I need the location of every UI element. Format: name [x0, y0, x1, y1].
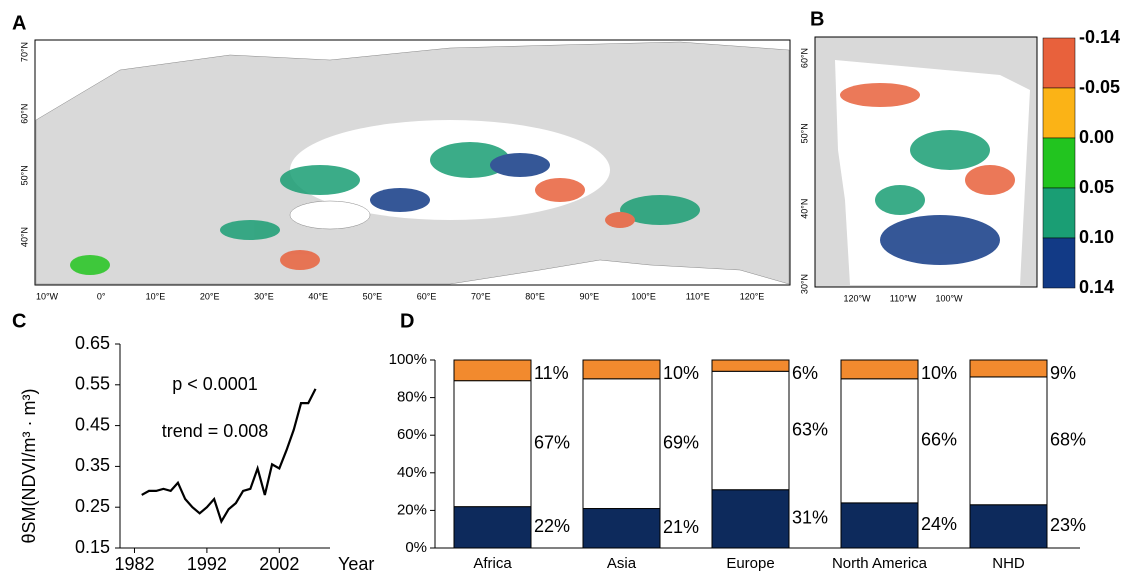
- lon-label: 30°E: [254, 291, 274, 301]
- colorbar-swatch: [1043, 238, 1075, 288]
- lat-label: 50°N: [799, 123, 809, 143]
- figure: A 10°W 0° 10°E 20°E 30°E 40°E 50°E 60°E 70°E 80°E 9…: [0, 0, 1131, 579]
- y-tick-label: 60%: [397, 426, 427, 443]
- bar-segment: [970, 377, 1047, 505]
- colorbar-label: 0.00: [1079, 127, 1114, 147]
- bar-segment: [454, 360, 531, 381]
- bar-segment: [712, 490, 789, 548]
- x-tick-label: Europe: [726, 555, 774, 572]
- x-tick-label: Asia: [607, 555, 637, 572]
- lon-label: 80°E: [525, 291, 545, 301]
- y-tick-label: 0.35: [75, 455, 110, 475]
- bar-segment: [454, 381, 531, 507]
- bar-segment: [970, 505, 1047, 548]
- annotation: p < 0.0001: [172, 374, 258, 394]
- lat-label: 30°N: [799, 274, 809, 294]
- lon-label: 60°E: [417, 291, 437, 301]
- panel-label: A: [12, 12, 26, 34]
- bar-segment: [583, 360, 660, 379]
- lon-label: 110°E: [686, 291, 710, 301]
- bar-segment: [583, 379, 660, 509]
- colorbar-swatch: [1043, 38, 1075, 88]
- lon-label: 110°W: [890, 293, 917, 303]
- lon-label: 120°W: [843, 293, 871, 303]
- lat-label: 60°N: [799, 48, 809, 68]
- data-label: 6%: [792, 363, 818, 383]
- data-label: 21%: [663, 517, 699, 537]
- lon-label: 90°E: [579, 291, 599, 301]
- y-tick-label: 0%: [405, 539, 427, 556]
- y-tick-label: 0.65: [75, 333, 110, 353]
- y-tick-label: 0.45: [75, 414, 110, 434]
- map-b: [815, 37, 1037, 287]
- lon-label: 100°E: [631, 291, 656, 301]
- colorbar-label: -0.05: [1079, 77, 1120, 97]
- colorbar-swatch: [1043, 138, 1075, 188]
- data-label: 63%: [792, 419, 828, 439]
- data-label: 11%: [534, 363, 569, 383]
- lat-label: 40°N: [19, 227, 29, 247]
- y-tick-label: 100%: [389, 351, 427, 368]
- x-tick-label: North America: [832, 555, 928, 572]
- lon-label: 70°E: [471, 291, 491, 301]
- data-line: [142, 389, 316, 522]
- lon-label: 40°E: [308, 291, 328, 301]
- panel-label: C: [12, 310, 26, 332]
- lon-label: 0°: [97, 291, 106, 301]
- y-tick-label: 20%: [397, 501, 427, 518]
- data-label: 68%: [1050, 430, 1086, 450]
- bar-segment: [841, 503, 918, 548]
- data-label: 23%: [1050, 515, 1086, 535]
- y-tick-label: 0.25: [75, 496, 110, 516]
- bar-segment: [970, 360, 1047, 377]
- lat-label: 70°N: [19, 42, 29, 62]
- panel-label: B: [810, 8, 824, 30]
- bar-segment: [454, 507, 531, 548]
- data-label: 10%: [663, 363, 699, 383]
- data-label: 10%: [921, 363, 957, 383]
- x-tick-label: NHD: [992, 555, 1025, 572]
- colorbar-label: 0.10: [1079, 227, 1114, 247]
- data-label: 69%: [663, 432, 699, 452]
- data-label: 66%: [921, 430, 957, 450]
- x-axis-label: Year: [338, 554, 374, 574]
- x-tick-label: Africa: [473, 555, 512, 572]
- data-label: 31%: [792, 508, 828, 528]
- bar-segment: [841, 379, 918, 503]
- lat-label: 50°N: [19, 165, 29, 185]
- colorbar-label: -0.14: [1079, 27, 1120, 47]
- data-label: 22%: [534, 516, 570, 536]
- lon-label: 120°E: [740, 291, 765, 301]
- x-tick-label: 2002: [259, 554, 299, 574]
- x-tick-label: 1992: [187, 554, 227, 574]
- colorbar-label: 0.14: [1079, 277, 1114, 297]
- bar-segment: [841, 360, 918, 379]
- bar-segment: [712, 360, 789, 371]
- annotation: trend = 0.008: [162, 421, 269, 441]
- lon-label: 10°E: [146, 291, 166, 301]
- lon-label: 100°W: [935, 293, 963, 303]
- y-axis-label: θSM(NDVI/m³ · m³): [19, 389, 39, 544]
- y-tick-label: 0.55: [75, 374, 110, 394]
- data-label: 9%: [1050, 363, 1076, 383]
- panel-label: D: [400, 310, 414, 332]
- data-label: 24%: [921, 514, 957, 534]
- bar-segment: [583, 509, 660, 548]
- colorbar-swatch: [1043, 88, 1075, 138]
- lat-label: 60°N: [19, 104, 29, 124]
- bar-segment: [712, 371, 789, 489]
- lat-label: 40°N: [799, 199, 809, 219]
- map-a: [35, 40, 790, 285]
- y-tick-label: 0.15: [75, 537, 110, 557]
- lon-label: 20°E: [200, 291, 220, 301]
- colorbar-swatch: [1043, 188, 1075, 238]
- x-tick-label: 1982: [114, 554, 154, 574]
- colorbar-label: 0.05: [1079, 177, 1114, 197]
- data-label: 67%: [534, 432, 570, 452]
- y-tick-label: 80%: [397, 389, 427, 406]
- y-tick-label: 40%: [397, 464, 427, 481]
- lon-label: 50°E: [363, 291, 383, 301]
- lon-label: 10°W: [36, 291, 59, 301]
